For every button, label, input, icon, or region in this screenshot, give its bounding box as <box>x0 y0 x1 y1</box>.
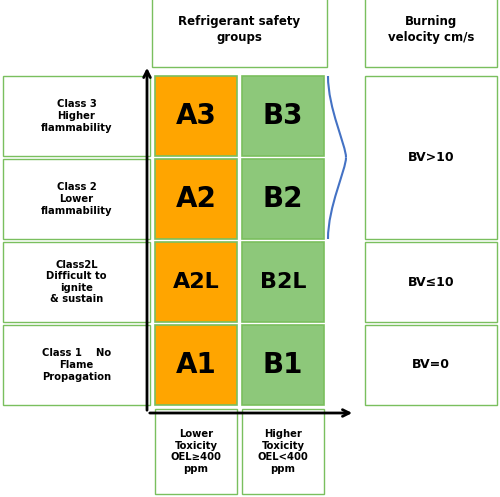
Text: B2L: B2L <box>260 272 306 292</box>
Text: Refrigerant safety
groups: Refrigerant safety groups <box>178 15 300 44</box>
Text: B2: B2 <box>263 185 303 213</box>
Text: Class 3
Higher
flammability: Class 3 Higher flammability <box>41 99 112 133</box>
Text: Lower
Toxicity
OEL≥400
ppm: Lower Toxicity OEL≥400 ppm <box>170 429 222 474</box>
Text: A3: A3 <box>176 102 216 130</box>
FancyBboxPatch shape <box>242 76 324 156</box>
FancyBboxPatch shape <box>242 242 324 322</box>
Text: Class 1    No
Flame
Propagation: Class 1 No Flame Propagation <box>42 348 111 382</box>
Text: BV≤10: BV≤10 <box>408 275 455 288</box>
FancyBboxPatch shape <box>152 0 327 67</box>
FancyBboxPatch shape <box>365 0 497 67</box>
Text: A2: A2 <box>176 185 216 213</box>
FancyBboxPatch shape <box>365 242 497 322</box>
Text: Higher
Toxicity
OEL<400
ppm: Higher Toxicity OEL<400 ppm <box>258 429 308 474</box>
Text: B1: B1 <box>263 351 303 379</box>
FancyBboxPatch shape <box>3 159 150 239</box>
FancyBboxPatch shape <box>155 409 237 494</box>
FancyBboxPatch shape <box>242 325 324 405</box>
FancyBboxPatch shape <box>365 76 497 239</box>
Text: Class2L
Difficult to
ignite
& sustain: Class2L Difficult to ignite & sustain <box>46 259 107 304</box>
FancyBboxPatch shape <box>365 325 497 405</box>
Text: BV>10: BV>10 <box>408 151 455 164</box>
FancyBboxPatch shape <box>155 325 237 405</box>
FancyBboxPatch shape <box>155 159 237 239</box>
FancyBboxPatch shape <box>3 325 150 405</box>
Text: B3: B3 <box>263 102 303 130</box>
Text: A1: A1 <box>176 351 216 379</box>
FancyBboxPatch shape <box>155 242 237 322</box>
FancyBboxPatch shape <box>242 409 324 494</box>
FancyBboxPatch shape <box>3 242 150 322</box>
Text: Burning
velocity cm/s: Burning velocity cm/s <box>388 15 474 44</box>
FancyBboxPatch shape <box>242 159 324 239</box>
Text: A2L: A2L <box>172 272 220 292</box>
FancyBboxPatch shape <box>3 76 150 156</box>
FancyBboxPatch shape <box>155 76 237 156</box>
Text: Class 2
Lower
flammability: Class 2 Lower flammability <box>41 182 112 216</box>
Text: BV=0: BV=0 <box>412 358 450 371</box>
